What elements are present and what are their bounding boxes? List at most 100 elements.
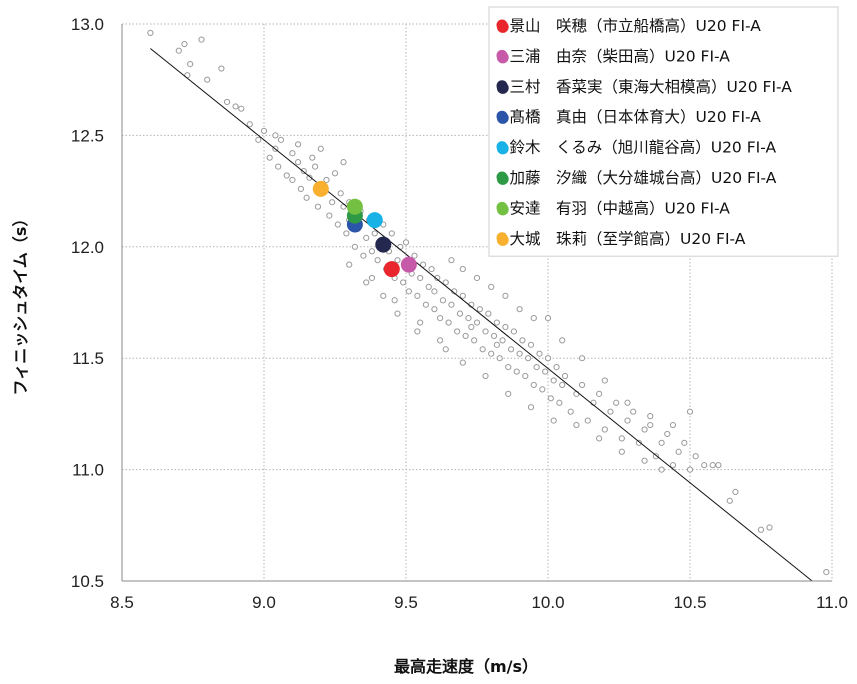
data-point xyxy=(425,283,432,291)
data-point xyxy=(658,466,665,473)
y-tick-label: 12.0 xyxy=(71,238,104,257)
data-point xyxy=(561,372,569,380)
data-point xyxy=(306,174,313,181)
data-point xyxy=(596,435,603,442)
legend-swatch xyxy=(496,19,508,31)
data-point xyxy=(726,497,733,504)
data-point xyxy=(371,230,378,237)
data-point xyxy=(493,341,500,348)
data-point xyxy=(692,453,699,460)
data-point xyxy=(326,212,333,219)
data-point xyxy=(823,568,830,576)
legend-item: ●髙橋 真由（日本体育大）U20 FI-A xyxy=(496,108,761,126)
data-point xyxy=(507,346,515,353)
data-point xyxy=(275,163,282,170)
data-point xyxy=(204,76,211,83)
data-point xyxy=(334,221,341,228)
data-point xyxy=(442,279,449,286)
data-point xyxy=(573,421,580,429)
data-point xyxy=(766,524,773,531)
data-point xyxy=(277,136,285,143)
data-point xyxy=(553,364,560,371)
data-point xyxy=(198,36,205,43)
data-point xyxy=(473,319,481,326)
data-point xyxy=(422,301,429,308)
data-point xyxy=(522,372,529,380)
legend-swatch xyxy=(496,49,508,61)
data-point xyxy=(459,292,466,299)
data-point xyxy=(547,395,554,402)
data-point xyxy=(297,185,305,192)
data-point xyxy=(175,47,182,54)
axes xyxy=(121,24,832,582)
data-point xyxy=(485,310,492,317)
data-point xyxy=(456,310,464,317)
data-point xyxy=(584,417,591,424)
y-tick-label: 12.5 xyxy=(71,126,104,145)
data-point xyxy=(405,288,412,295)
data-point xyxy=(323,176,330,184)
data-point xyxy=(266,154,273,161)
data-point xyxy=(394,310,401,317)
data-point xyxy=(519,337,526,344)
data-point xyxy=(539,386,546,393)
highlight-point xyxy=(346,198,363,215)
legend: ●景山 咲穂（市立船橋高）U20 FI-A ●三浦 由奈（柴田高）U20 FI-A… xyxy=(488,6,839,257)
data-point xyxy=(533,364,540,371)
legend-swatch xyxy=(496,201,508,213)
data-point xyxy=(482,328,489,335)
data-point xyxy=(675,448,682,455)
data-point xyxy=(530,381,537,389)
data-point xyxy=(283,172,290,179)
data-point xyxy=(709,462,716,469)
data-point xyxy=(550,417,557,424)
data-point xyxy=(652,453,660,460)
data-point xyxy=(431,288,438,295)
data-point xyxy=(536,350,543,357)
legend-swatch xyxy=(496,171,508,183)
data-point xyxy=(391,297,398,304)
data-point xyxy=(510,328,518,335)
data-point xyxy=(669,462,677,469)
data-point xyxy=(542,368,549,375)
data-point xyxy=(669,421,677,429)
data-point xyxy=(289,176,296,184)
data-point xyxy=(641,457,648,464)
legend-item: ●三村 香菜実（東海大相模高）U20 FI-A xyxy=(496,78,792,96)
data-point xyxy=(309,154,316,161)
data-point xyxy=(686,466,694,473)
data-point xyxy=(601,426,608,433)
data-point xyxy=(368,248,376,255)
data-point xyxy=(630,408,637,415)
y-tick-label: 13.0 xyxy=(71,15,104,34)
data-point xyxy=(289,150,296,157)
data-point xyxy=(417,319,424,326)
data-point xyxy=(303,194,310,201)
data-point xyxy=(530,314,537,322)
data-point xyxy=(260,127,268,135)
data-point xyxy=(340,159,347,166)
data-point xyxy=(471,337,478,344)
data-point xyxy=(232,103,239,110)
data-point xyxy=(414,292,421,299)
data-point xyxy=(732,488,739,495)
legend-item: ●安達 有羽（中越高）U20 FI-A xyxy=(496,199,730,217)
data-point xyxy=(329,199,336,206)
data-point xyxy=(473,274,481,282)
data-point xyxy=(434,274,441,282)
data-point xyxy=(331,170,339,177)
data-point xyxy=(448,257,455,264)
data-point xyxy=(360,252,367,259)
data-point xyxy=(218,65,225,72)
x-tick-label: 9.0 xyxy=(252,593,276,612)
data-point xyxy=(527,341,535,348)
x-axis-title: 最高走速度（m/s） xyxy=(394,657,538,676)
data-point xyxy=(496,355,503,362)
data-point xyxy=(187,61,194,68)
x-tick-label: 10.0 xyxy=(531,593,564,612)
legend-swatch xyxy=(496,141,508,153)
data-point xyxy=(147,29,154,37)
data-point xyxy=(516,306,523,313)
data-point xyxy=(618,435,625,442)
data-point xyxy=(374,257,381,264)
